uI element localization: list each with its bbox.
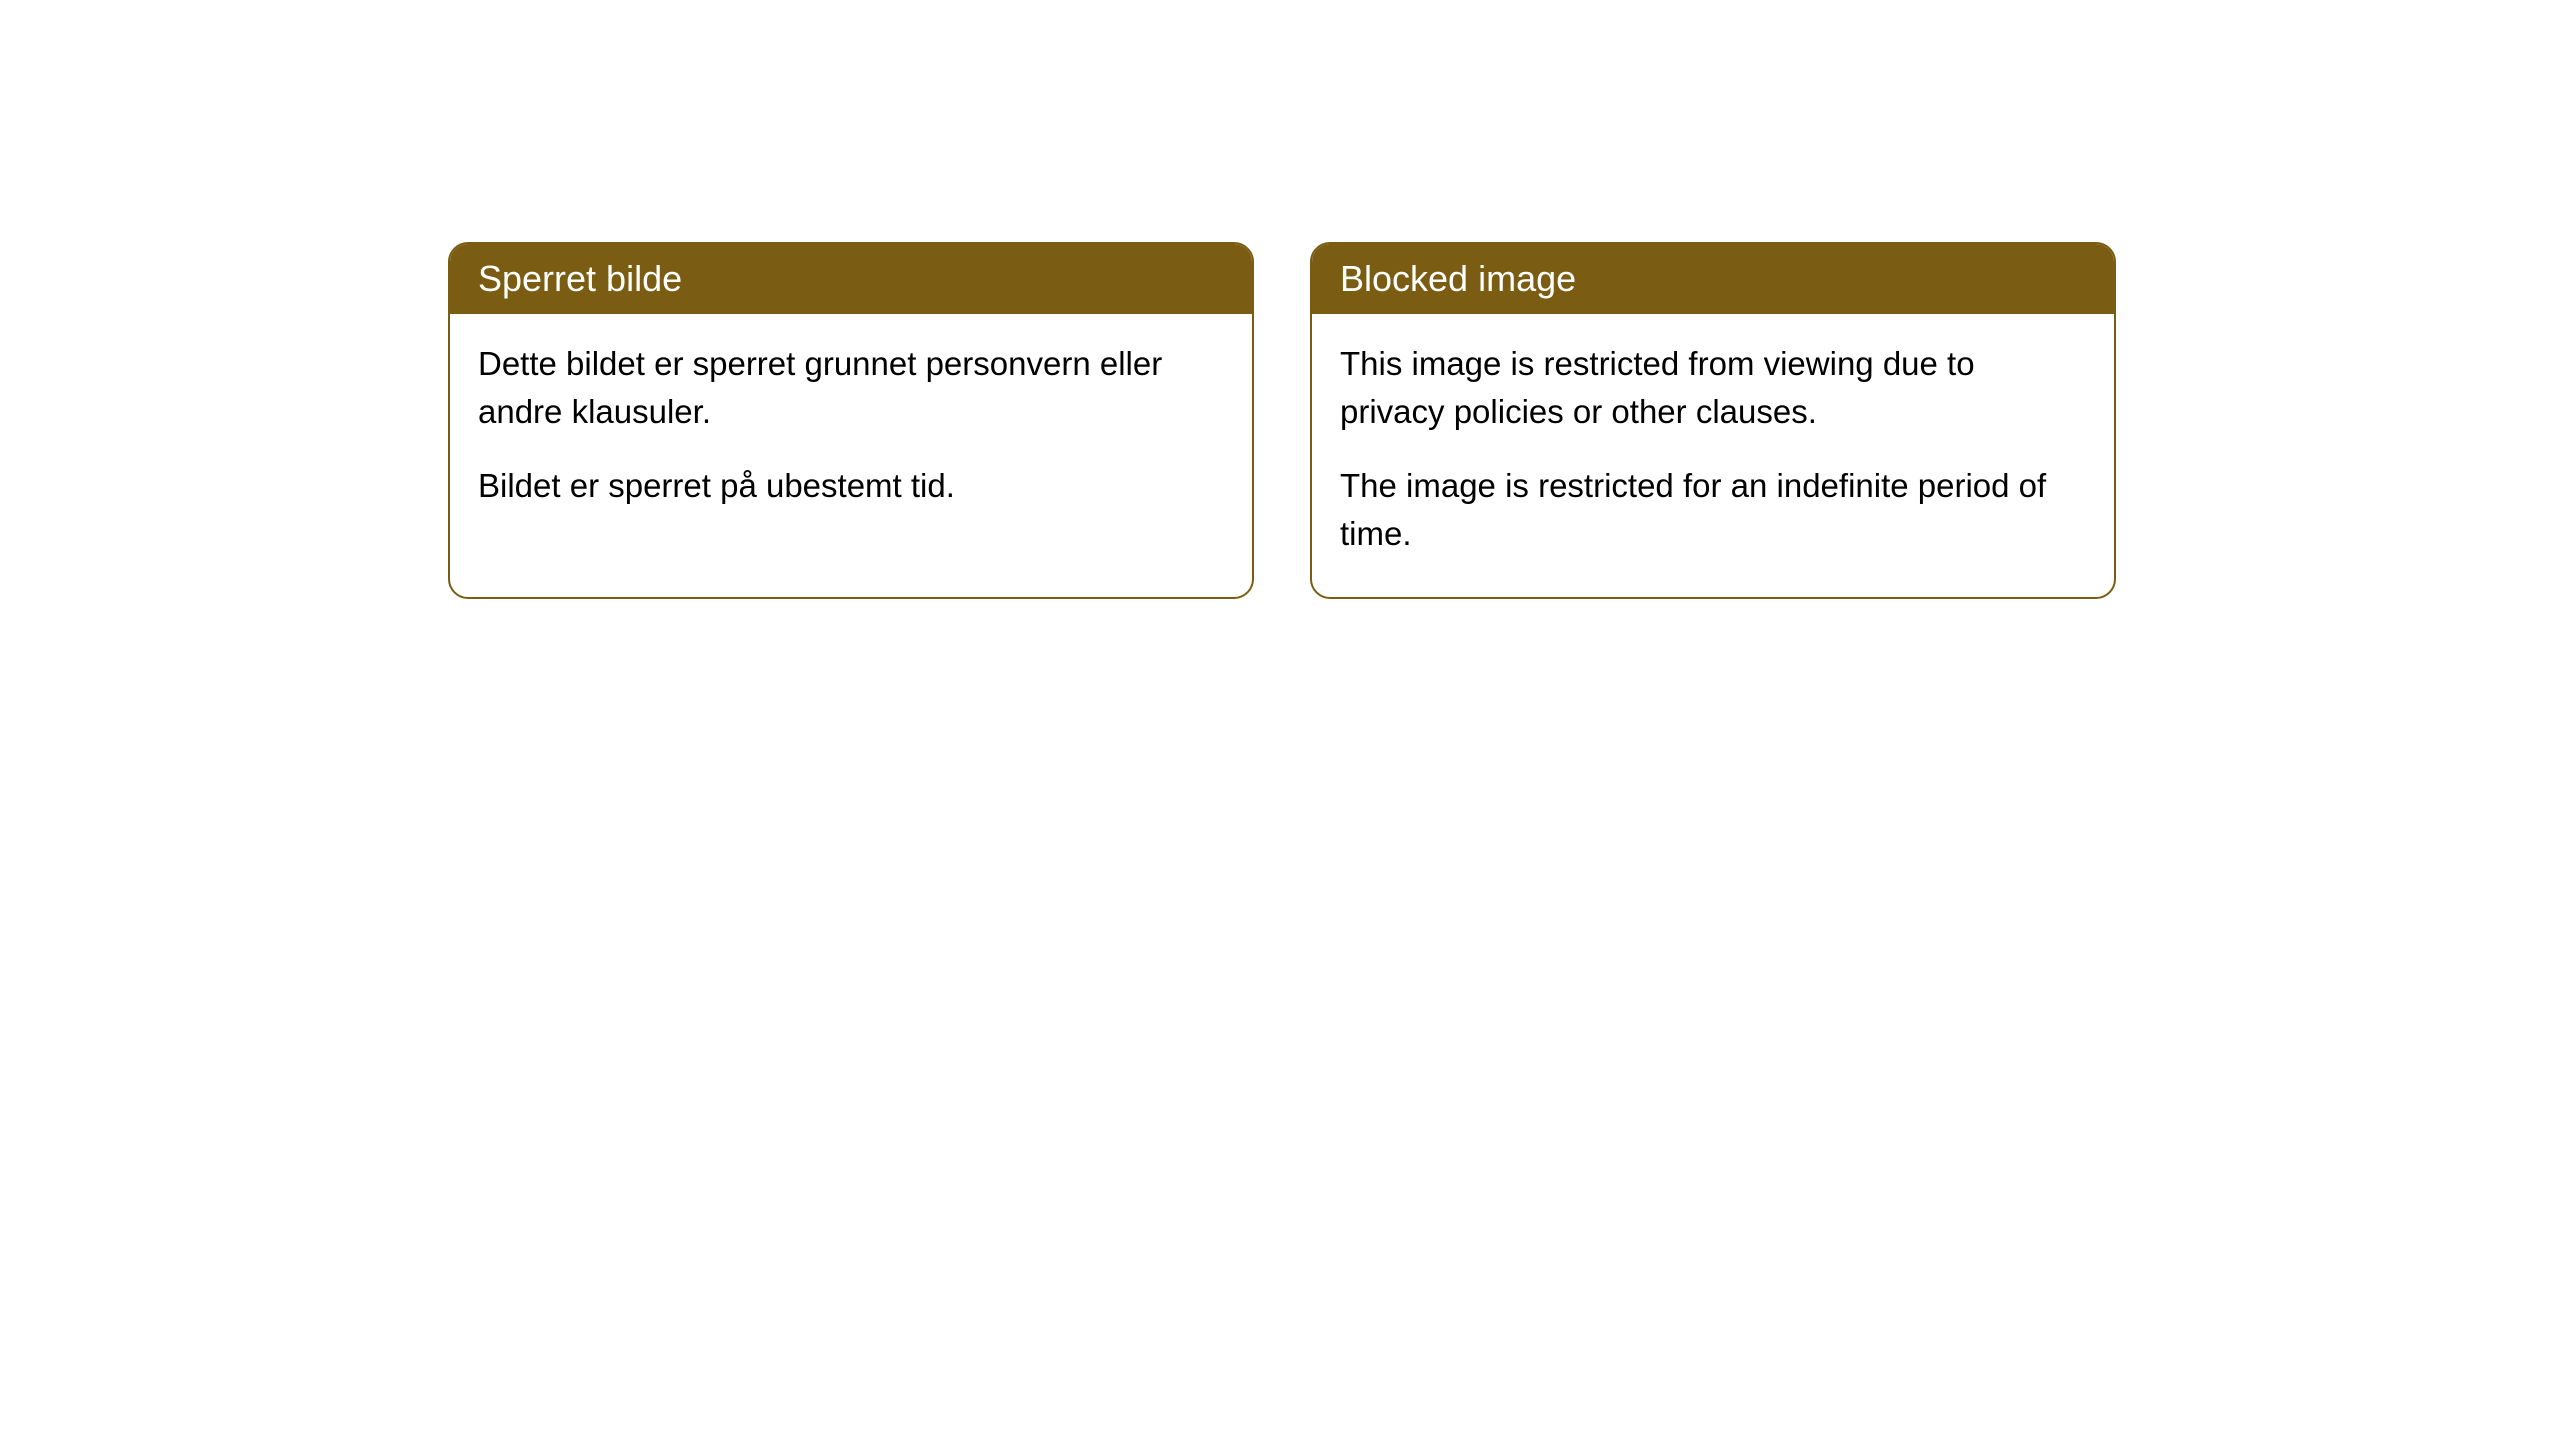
card-title: Blocked image bbox=[1340, 258, 1576, 299]
blocked-image-card-norwegian: Sperret bilde Dette bildet er sperret gr… bbox=[448, 242, 1254, 599]
card-header-english: Blocked image bbox=[1312, 244, 2114, 314]
blocked-image-card-english: Blocked image This image is restricted f… bbox=[1310, 242, 2116, 599]
notice-cards-container: Sperret bilde Dette bildet er sperret gr… bbox=[448, 242, 2116, 599]
card-paragraph: Bildet er sperret på ubestemt tid. bbox=[478, 462, 1224, 510]
card-body-norwegian: Dette bildet er sperret grunnet personve… bbox=[450, 314, 1252, 550]
card-body-english: This image is restricted from viewing du… bbox=[1312, 314, 2114, 597]
card-paragraph: Dette bildet er sperret grunnet personve… bbox=[478, 340, 1224, 436]
card-header-norwegian: Sperret bilde bbox=[450, 244, 1252, 314]
card-paragraph: The image is restricted for an indefinit… bbox=[1340, 462, 2086, 558]
card-paragraph: This image is restricted from viewing du… bbox=[1340, 340, 2086, 436]
card-title: Sperret bilde bbox=[478, 258, 682, 299]
